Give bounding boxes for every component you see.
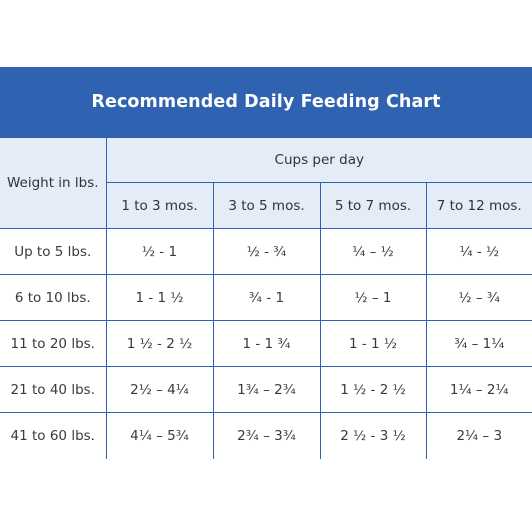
cups-cell: 1 - 1 ½ — [319, 320, 427, 367]
table-row: 11 to 20 lbs. 1 ½ - 2 ½ 1 - 1 ¾ 1 - 1 ½ … — [0, 320, 532, 367]
age-column-header: 3 to 5 mos. — [212, 182, 321, 229]
age-column-header: 1 to 3 mos. — [105, 182, 214, 229]
table-row: 6 to 10 lbs. 1 - 1 ½ ¾ - 1 ½ – 1 ½ – ¾ — [0, 274, 532, 321]
cups-cell: 1¾ – 2¾ — [212, 366, 321, 413]
age-column-header: 7 to 12 mos. — [425, 182, 532, 229]
weight-cell: 6 to 10 lbs. — [0, 274, 107, 321]
chart-title: Recommended Daily Feeding Chart — [0, 67, 532, 137]
cups-cell: ¼ – ½ — [319, 228, 427, 275]
cups-cell: 2½ – 4¼ — [105, 366, 214, 413]
table-row: 41 to 60 lbs. 4¼ – 5¾ 2¾ – 3¾ 2 ½ - 3 ½ … — [0, 412, 532, 459]
weight-cell: 41 to 60 lbs. — [0, 412, 107, 459]
cups-cell: 2 ½ - 3 ½ — [319, 412, 427, 459]
weight-cell: 21 to 40 lbs. — [0, 366, 107, 413]
cups-cell: 1 ½ - 2 ½ — [105, 320, 214, 367]
cups-cell: ¾ – 1¼ — [425, 320, 532, 367]
cups-cell: ¾ - 1 — [212, 274, 321, 321]
cups-cell: 2¼ – 3 — [425, 412, 532, 459]
weight-cell: 11 to 20 lbs. — [0, 320, 107, 367]
cups-cell: ½ – 1 — [319, 274, 427, 321]
cups-cell: ½ – ¾ — [425, 274, 532, 321]
cups-cell: ¼ - ½ — [425, 228, 532, 275]
cups-per-day-header: Cups per day — [105, 137, 532, 183]
cups-cell: 1 - 1 ½ — [105, 274, 214, 321]
cups-cell: 1 ½ - 2 ½ — [319, 366, 427, 413]
cups-cell: ½ - 1 — [105, 228, 214, 275]
table-row: 21 to 40 lbs. 2½ – 4¼ 1¾ – 2¾ 1 ½ - 2 ½ … — [0, 366, 532, 413]
age-column-header: 5 to 7 mos. — [319, 182, 427, 229]
weight-cell: Up to 5 lbs. — [0, 228, 107, 275]
feeding-table: Weight in lbs. Cups per day 1 to 3 mos. … — [0, 137, 532, 459]
cups-cell: 1¼ – 2¼ — [425, 366, 532, 413]
cups-cell: 2¾ – 3¾ — [212, 412, 321, 459]
table-row: Up to 5 lbs. ½ - 1 ½ - ¾ ¼ – ½ ¼ - ½ — [0, 228, 532, 275]
cups-cell: 4¼ – 5¾ — [105, 412, 214, 459]
cups-cell: ½ - ¾ — [212, 228, 321, 275]
cups-cell: 1 - 1 ¾ — [212, 320, 321, 367]
weight-column-header: Weight in lbs. — [0, 137, 107, 229]
